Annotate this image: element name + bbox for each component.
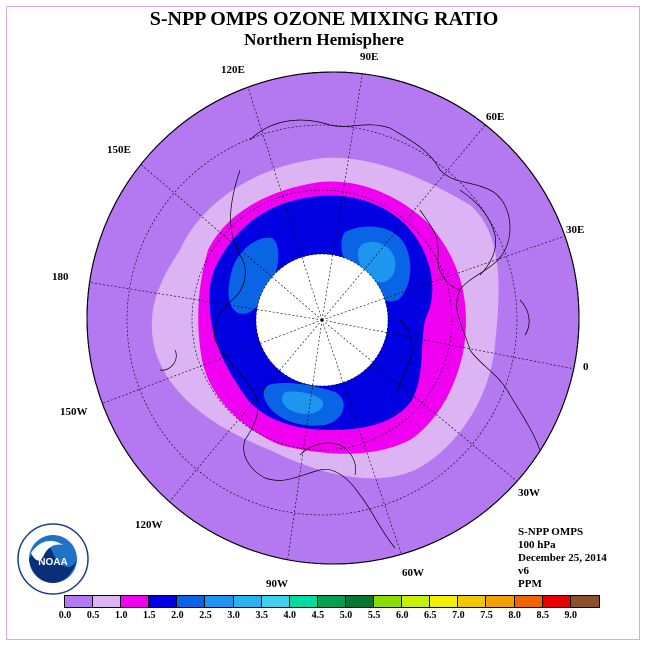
colorbar-tick-label: 7.5 bbox=[480, 610, 493, 621]
colorbar-swatch-2 bbox=[121, 596, 150, 607]
map-title: S-NPP OMPS OZONE MIXING RATIO bbox=[149, 8, 499, 30]
colorbar-tick-label: 4.5 bbox=[311, 610, 325, 621]
contour-2.5-south bbox=[282, 391, 324, 414]
colorbar-swatch-6 bbox=[233, 596, 262, 607]
colorbar-tick-label: 5.5 bbox=[367, 610, 381, 621]
colorbar-tick-label: 3.5 bbox=[255, 610, 268, 621]
colorbar-swatch-16 bbox=[514, 596, 543, 607]
colorbar-swatch-5 bbox=[205, 596, 234, 607]
colorbar-swatch-0 bbox=[65, 596, 94, 607]
colorbar-swatch-7 bbox=[261, 596, 290, 607]
colorbar-tick-label: 0.5 bbox=[86, 610, 100, 621]
info-units: PPM bbox=[518, 578, 542, 590]
colorbar-tick-label: 1.0 bbox=[114, 610, 128, 621]
colorbar-tick-label: 1.5 bbox=[143, 610, 156, 621]
lon-label-60w: 60W bbox=[402, 567, 424, 579]
map-subtitle: Northern Hemisphere bbox=[244, 30, 404, 49]
colorbar-swatch-18 bbox=[570, 596, 599, 607]
info-version: v6 bbox=[518, 565, 529, 577]
colorbar-swatch-12 bbox=[402, 596, 431, 607]
colorbar-tick-label: 4.0 bbox=[283, 610, 297, 621]
colorbar-swatch-17 bbox=[542, 596, 571, 607]
colorbar-swatch-14 bbox=[458, 596, 487, 607]
colorbar-swatch-1 bbox=[93, 596, 122, 607]
colorbar-tick-label: 6.0 bbox=[395, 610, 409, 621]
colorbar-tick-label: 7.0 bbox=[452, 610, 465, 621]
colorbar-tick-label: 5.0 bbox=[339, 610, 353, 621]
lon-label-150w: 150W bbox=[60, 406, 88, 418]
lon-label-180: 180 bbox=[52, 271, 69, 283]
colorbar-swatch-8 bbox=[289, 596, 318, 607]
colorbar-tick-label: 0.0 bbox=[58, 610, 72, 621]
lon-label-90e: 90E bbox=[360, 51, 378, 63]
colorbar-swatch-13 bbox=[430, 596, 459, 607]
info-level: 100 hPa bbox=[518, 539, 556, 551]
info-instrument: S-NPP OMPS bbox=[518, 526, 584, 538]
colorbar-swatch-4 bbox=[177, 596, 206, 607]
colorbar-swatch-9 bbox=[317, 596, 346, 607]
colorbar-tick-label: 2.5 bbox=[199, 610, 212, 621]
lon-label-90w: 90W bbox=[266, 578, 288, 590]
colorbar bbox=[64, 595, 600, 608]
coastlines bbox=[159, 119, 546, 549]
lon-label-120w: 120W bbox=[135, 519, 163, 531]
colorbar-swatch-3 bbox=[149, 596, 178, 607]
colorbar-tick-label: 6.5 bbox=[424, 610, 437, 621]
lon-label-60e: 60E bbox=[486, 111, 504, 123]
colorbar-tick-label: 8.0 bbox=[508, 610, 521, 621]
figure-frame bbox=[6, 6, 640, 640]
colorbar-swatch-15 bbox=[486, 596, 515, 607]
logo-text: NOAA bbox=[38, 557, 67, 568]
colorbar-swatch-11 bbox=[374, 596, 403, 607]
colorbar-tick-label: 8.5 bbox=[536, 610, 549, 621]
lon-label-30w: 30W bbox=[518, 487, 540, 499]
graticule bbox=[87, 72, 579, 564]
info-block: S-NPP OMPS 100 hPa December 25, 2014 v6 … bbox=[518, 526, 607, 591]
lon-label-0: 0 bbox=[583, 361, 589, 373]
lon-label-150e: 150E bbox=[107, 144, 131, 156]
colorbar-swatch-10 bbox=[345, 596, 375, 607]
info-date: December 25, 2014 bbox=[518, 552, 607, 564]
colorbar-tick-label: 3.0 bbox=[227, 610, 240, 621]
colorbar-tick-label: 2.0 bbox=[171, 610, 184, 621]
colorbar-tick-label: 9.0 bbox=[564, 610, 578, 621]
lon-label-30e: 30E bbox=[566, 224, 584, 236]
noaa-logo: NOAA bbox=[17, 523, 89, 595]
lon-label-120e: 120E bbox=[221, 64, 245, 76]
